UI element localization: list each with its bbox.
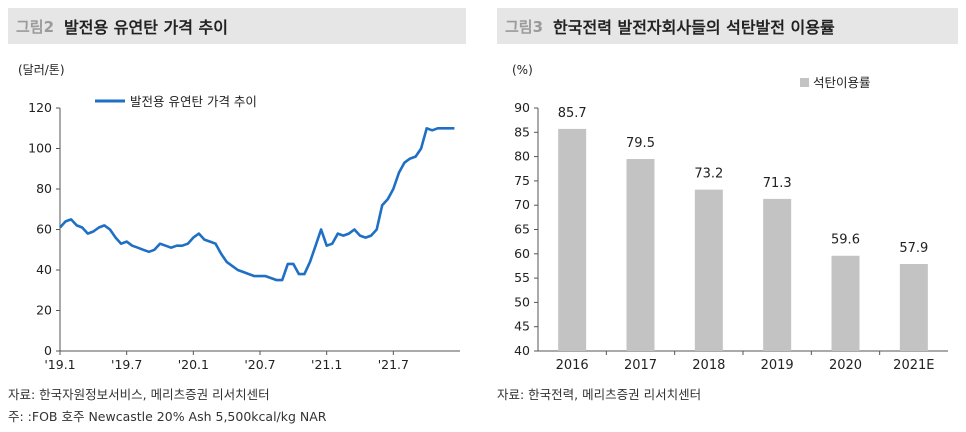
bar-category-label: 2021E xyxy=(893,358,934,373)
line-chart-y-tick-label: 120 xyxy=(28,100,52,115)
line-chart-y-axis-label: (달러/톤) xyxy=(18,63,65,77)
coal-utilization-bar-chart: (%) 40 45 50 55 60 65 70 75 80 85 90 85.7 2016 79.5 2… xyxy=(512,63,948,373)
line-chart-x-tick-label: '20.1 xyxy=(178,357,209,372)
left-figure-number: 그림2 xyxy=(16,17,55,36)
right-figure-number: 그림3 xyxy=(505,17,544,36)
bar-value-label: 57.9 xyxy=(899,241,928,256)
bar-chart-y-tick-label: 75 xyxy=(514,173,530,188)
right-panel-header: 그림3 한국전력 발전자회사들의 석탄발전 이용률 xyxy=(497,8,958,44)
bar-chart-y-tick-label: 50 xyxy=(514,294,530,309)
line-chart-legend: 발전용 유연탄 가격 추이 xyxy=(95,94,257,109)
left-source-note: 자료: 한국자원정보서비스, 메리츠증권 리서치센터 xyxy=(8,387,270,402)
bar-category-label: 2019 xyxy=(761,358,794,373)
line-chart-y-tick-label: 80 xyxy=(36,181,52,196)
right-source-note: 자료: 한국전력, 메리츠증권 리서치센터 xyxy=(497,387,702,402)
bar-chart-bars: 85.7 2016 79.5 2017 73.2 2018 71.3 2019 59.6 2020… xyxy=(556,106,935,373)
bar-chart-y-tick-label: 55 xyxy=(514,270,530,285)
bar-chart-y-tick-label: 85 xyxy=(514,124,530,139)
bar-chart-y-tick-label: 65 xyxy=(514,222,530,237)
right-figure-title: 한국전력 발전자회사들의 석탄발전 이용률 xyxy=(553,18,835,37)
bar-legend-label: 석탄이용률 xyxy=(813,75,871,90)
bar-category-label: 2017 xyxy=(624,358,657,373)
line-chart-y-tick-label: 60 xyxy=(36,222,52,237)
bar xyxy=(831,255,860,351)
bar-legend-swatch xyxy=(800,78,809,87)
left-footnote: 주: :FOB 호주 Newcastle 20% Ash 5,500kcal/k… xyxy=(8,409,327,424)
coal-price-series-line xyxy=(59,127,455,282)
bar-chart-y-tick-label: 90 xyxy=(514,100,530,115)
bar-chart-y-tick-label: 60 xyxy=(514,246,530,261)
bar xyxy=(626,159,655,351)
bar-value-label: 59.6 xyxy=(831,233,860,248)
line-chart-y-tick-label: 40 xyxy=(36,262,52,277)
line-chart-series xyxy=(59,127,455,282)
coal-price-line-chart: (달러/톤) 0 20 40 60 80 100 120 '19.1 '19.7 '20.1 '20… xyxy=(18,63,460,372)
bar-chart-y-tick-label: 40 xyxy=(514,343,530,358)
left-figure-title: 발전용 유연탄 가격 추이 xyxy=(64,18,228,37)
line-chart-x-tick-label: '21.7 xyxy=(378,357,409,372)
bar-value-label: 73.2 xyxy=(694,167,723,182)
line-chart-x-tick-label: '19.1 xyxy=(44,357,75,372)
line-chart-y-tick-label: 100 xyxy=(28,141,52,156)
left-panel-header: 그림2 발전용 유연탄 가격 추이 xyxy=(8,8,466,44)
bar xyxy=(763,198,792,351)
line-chart-x-tick-label: '21.1 xyxy=(311,357,342,372)
line-chart-x-tick-label: '19.7 xyxy=(111,357,142,372)
bar-category-label: 2018 xyxy=(692,358,725,373)
bar-value-label: 79.5 xyxy=(626,136,655,151)
line-chart-axes: 0 20 40 60 80 100 120 '19.1 '19.7 '20.1 '20.7 '21.1… xyxy=(28,100,460,372)
bar-value-label: 85.7 xyxy=(558,106,587,121)
line-chart-y-tick-label: 0 xyxy=(44,343,52,358)
bar xyxy=(558,128,587,351)
bar-chart-legend: 석탄이용률 xyxy=(800,75,871,90)
bar-category-label: 2020 xyxy=(829,358,862,373)
bar xyxy=(694,189,723,351)
bar-chart-axes: 40 45 50 55 60 65 70 75 80 85 90 xyxy=(514,100,948,358)
line-chart-y-tick-label: 20 xyxy=(36,303,52,318)
line-chart-x-tick-label: '20.7 xyxy=(244,357,275,372)
bar-chart-y-tick-label: 70 xyxy=(514,197,530,212)
line-legend-label: 발전용 유연탄 가격 추이 xyxy=(130,94,257,109)
bar xyxy=(899,264,928,351)
bar-chart-y-tick-label: 80 xyxy=(514,149,530,164)
bar-chart-y-axis-label: (%) xyxy=(512,63,533,77)
bar-value-label: 71.3 xyxy=(763,176,792,191)
bar-category-label: 2016 xyxy=(556,358,589,373)
bar-chart-y-tick-label: 45 xyxy=(514,319,530,334)
